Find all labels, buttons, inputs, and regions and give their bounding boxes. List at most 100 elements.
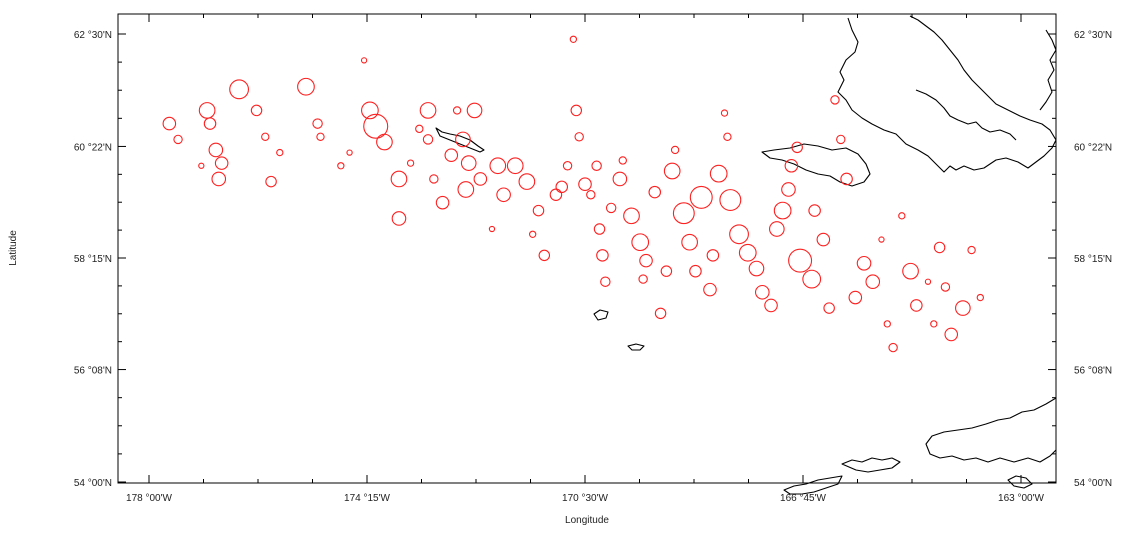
catch-bubble — [562, 161, 573, 171]
catch-bubble — [591, 160, 602, 171]
catch-bubble — [631, 233, 650, 252]
x-tick-label: 178 °00'W — [126, 493, 172, 504]
x-tick-label: 166 °45'W — [780, 493, 826, 504]
catch-bubble — [883, 320, 891, 328]
catch-bubble — [910, 299, 923, 312]
catch-bubble — [457, 181, 475, 198]
catch-bubble — [902, 262, 919, 280]
catch-bubble — [429, 174, 439, 184]
catch-bubble — [681, 233, 698, 251]
catch-bubble — [976, 293, 984, 302]
catch-bubble — [162, 116, 177, 131]
y-tick-label-left: 56 °08'N — [74, 366, 112, 377]
catch-bubble — [578, 177, 592, 192]
catch-bubble — [489, 157, 507, 175]
catch-bubble — [781, 182, 796, 197]
y-tick-label-right: 56 °08'N — [1074, 366, 1112, 377]
catch-bubble — [784, 158, 799, 173]
catch-bubble — [773, 201, 792, 220]
catch-bubble — [229, 79, 250, 100]
catch-bubble — [612, 171, 628, 187]
catch-bubble — [532, 204, 545, 217]
coastline-st-matthew-island — [435, 127, 485, 153]
catch-bubble — [455, 131, 471, 148]
coastline-nunivak-fragment — [1007, 475, 1033, 489]
y-tick-label-right: 54 °00'N — [1074, 478, 1112, 489]
catch-bubble — [823, 302, 835, 314]
catch-bubble — [570, 104, 583, 117]
y-tick-label-left: 60 °22'N — [74, 142, 112, 153]
catch-bubble — [538, 249, 551, 262]
catch-bubble — [720, 109, 729, 117]
catch-bubble — [198, 162, 205, 169]
catch-bubble — [748, 260, 765, 277]
catch-bubble — [518, 173, 536, 190]
catch-bubble — [638, 274, 648, 284]
catch-bubble — [888, 342, 898, 353]
catch-bubble — [444, 148, 459, 163]
catch-bubble — [955, 300, 971, 316]
catch-bubble — [689, 185, 713, 209]
catch-bubble — [208, 142, 224, 158]
catch-bubble — [529, 230, 537, 238]
y-tick-label-right: 58 °15'N — [1074, 254, 1112, 265]
catch-bubble — [940, 282, 951, 292]
y-tick-label-left: 58 °15'N — [74, 254, 112, 265]
catch-bubble — [276, 148, 284, 157]
catch-bubble — [574, 132, 584, 142]
catch-bubble — [363, 113, 389, 139]
x-tick-label: 170 °30'W — [562, 493, 608, 504]
catch-bubble — [198, 102, 216, 119]
catch-bubble — [496, 187, 511, 203]
catch-bubble — [878, 236, 885, 243]
catch-bubble — [623, 207, 640, 225]
catch-bubble — [211, 171, 227, 187]
x-tick-label: 174 °15'W — [344, 493, 390, 504]
land-outlines — [435, 15, 1057, 495]
catch-bubble — [549, 188, 563, 202]
axis-ticks: 178 °00'W 174 °15'W 170 °30'W 166 °45'W 163 … — [74, 14, 1112, 504]
catch-bubble — [930, 320, 938, 328]
catch-bubble — [670, 145, 680, 155]
catch-bubble — [435, 195, 450, 210]
catch-bubble — [754, 284, 770, 300]
catch-bubble — [506, 157, 524, 175]
catch-bubble — [723, 132, 732, 141]
catch-bubble — [452, 106, 462, 115]
catch-bubble — [415, 124, 424, 134]
catch-bubble — [390, 170, 408, 188]
catch-bubble — [808, 204, 821, 217]
coastline-aleutians-west — [783, 475, 843, 495]
catch-bubble — [791, 141, 803, 154]
catch-bubble — [944, 327, 959, 342]
catch-bubble — [203, 117, 217, 130]
y-tick-label-left: 54 °00'N — [74, 478, 112, 489]
catch-bubble — [250, 104, 263, 117]
catch-bubble — [648, 185, 662, 199]
catch-bubble — [265, 175, 277, 188]
coastline-northeast — [1039, 29, 1057, 111]
coastline-alaska-peninsula — [925, 397, 1057, 463]
catch-bubble — [422, 134, 434, 145]
catch-bubble — [473, 172, 488, 186]
catch-bubble — [593, 223, 606, 235]
catch-bubble — [214, 156, 229, 170]
coastline-pribilof-stgeorge — [627, 343, 645, 351]
catch-bubble — [865, 274, 881, 290]
catch-bubble — [605, 202, 617, 214]
catch-bubble — [586, 190, 596, 200]
coastline-bay — [915, 89, 1017, 141]
catch-bubble — [376, 133, 393, 151]
catch-bubble — [261, 132, 270, 141]
catch-bubble — [639, 253, 653, 268]
catch-bubble — [719, 189, 742, 211]
coastline-chukotka — [837, 15, 1057, 173]
x-tick-label: 163 °00'W — [998, 493, 1044, 504]
catch-bubble — [316, 132, 325, 141]
catch-bubble — [898, 212, 906, 220]
catch-bubble — [788, 248, 813, 273]
catch-bubble — [173, 134, 183, 145]
catch-bubble — [764, 298, 778, 313]
catch-bubble — [924, 278, 932, 285]
